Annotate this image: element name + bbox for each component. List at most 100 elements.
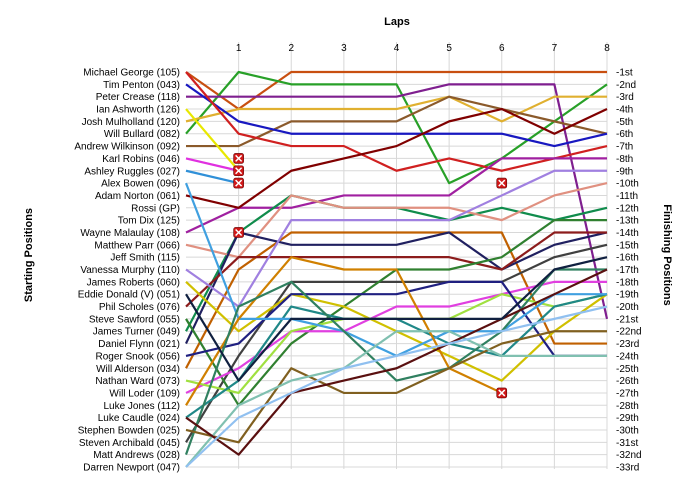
finishing-position-label: -8th xyxy=(616,154,633,165)
starting-position-label: Eddie Donald (V) (051) xyxy=(78,290,180,301)
starting-position-label: James Roberts (060) xyxy=(87,277,180,288)
finishing-position-label: -25th xyxy=(616,364,639,375)
retirement-marks xyxy=(233,153,508,399)
finishing-position-label: -23rd xyxy=(616,339,639,350)
starting-position-label: Tom Dix (125) xyxy=(118,216,180,227)
x-tick-label: 1 xyxy=(236,43,242,54)
finishing-position-label: -30th xyxy=(616,425,639,436)
starting-position-label: Jeff Smith (115) xyxy=(110,253,180,264)
starting-position-label: Adam Norton (061) xyxy=(95,191,180,202)
finishing-position-label: -17th xyxy=(616,265,639,276)
starting-position-label: Rossi (GP) xyxy=(131,203,180,214)
starting-position-label: Andrew Wilkinson (092) xyxy=(74,142,180,153)
x-tick-label: 2 xyxy=(288,43,294,54)
starting-position-label: Ian Ashworth (126) xyxy=(96,105,180,116)
series-line-32 xyxy=(185,256,608,382)
series-line-17 xyxy=(185,231,607,308)
starting-position-label: Darren Newport (047) xyxy=(83,463,180,474)
series-line-28 xyxy=(184,268,607,456)
retirement-mark xyxy=(233,227,244,238)
starting-position-label: Stephen Bowden (025) xyxy=(78,425,180,436)
x-tick-label: 3 xyxy=(341,43,347,54)
starting-position-label: Ashley Ruggles (027) xyxy=(84,166,180,177)
grid xyxy=(186,42,608,469)
finishing-position-label: -12th xyxy=(616,203,639,214)
finishing-position-label: -9th xyxy=(616,166,633,177)
starting-position-label: Steve Sawford (055) xyxy=(89,314,180,325)
starting-position-label: Matthew Parr (066) xyxy=(94,240,180,251)
x-tick-labels: 1 2 3 4 5 6 7 8 xyxy=(236,43,610,54)
finishing-position-label: -32nd xyxy=(616,450,642,461)
series-line-12 xyxy=(185,107,608,209)
starting-position-label: Vanessa Murphy (110) xyxy=(80,265,180,276)
finishing-position-label: -16th xyxy=(616,253,639,264)
finishing-position-label: -28th xyxy=(616,401,639,412)
starting-position-label: Roger Snook (056) xyxy=(96,351,181,362)
starting-position-label: Phil Scholes (076) xyxy=(99,302,180,313)
starting-position-label: Will Alderson (034) xyxy=(96,364,180,375)
finishing-position-label: -1st xyxy=(616,68,633,79)
series-line-7 xyxy=(185,71,608,172)
finishing-position-label: -18th xyxy=(616,277,639,288)
starting-position-label: Wayne Malaulay (108) xyxy=(80,228,180,239)
starting-position-label: Tim Penton (043) xyxy=(103,80,180,91)
starting-position-label: Josh Mulholland (120) xyxy=(82,117,180,128)
starting-position-label: Steven Archibald (045) xyxy=(79,438,180,449)
finishing-position-label: -27th xyxy=(616,388,639,399)
finishing-position-label: -21st xyxy=(616,314,638,325)
starting-position-label: Matt Andrews (028) xyxy=(93,450,180,461)
finishing-position-label: -3rd xyxy=(616,92,634,103)
starting-labels: Michael George (105)Tim Penton (043)Pete… xyxy=(74,68,180,474)
series-line-24 xyxy=(185,280,607,358)
finishing-position-label: -24th xyxy=(616,351,639,362)
retirement-mark xyxy=(233,165,244,177)
starting-position-label: Peter Crease (118) xyxy=(96,92,180,103)
finishing-position-label: -13th xyxy=(616,216,639,227)
starting-position-label: James Turner (049) xyxy=(93,327,180,338)
series-line-9 xyxy=(185,108,240,172)
finishing-position-label: -31st xyxy=(616,438,638,449)
finishing-position-label: -6th xyxy=(616,129,633,140)
starting-position-label: Will Bullard (082) xyxy=(104,129,180,140)
retirement-mark xyxy=(233,177,244,189)
series-line-8 xyxy=(185,157,239,172)
y-axis-title-left: Starting Positions xyxy=(23,208,35,302)
finishing-position-label: -11th xyxy=(616,191,638,202)
finishing-position-label: -22nd xyxy=(616,327,642,338)
finishing-position-label: -33rd xyxy=(616,463,639,474)
series-line-10 xyxy=(185,169,239,185)
y-axis-title-right: Finishing Positions xyxy=(661,204,673,305)
series-line-3 xyxy=(186,83,609,320)
finishing-position-label: -10th xyxy=(616,179,639,190)
finishing-position-label: -26th xyxy=(616,376,639,387)
x-tick-label: 4 xyxy=(394,43,400,54)
series-line-31 xyxy=(185,268,608,456)
x-tick-label: 6 xyxy=(499,43,505,54)
series-line-4 xyxy=(185,95,607,123)
series-line-11 xyxy=(185,157,607,234)
series-line-6 xyxy=(185,83,608,148)
starting-position-label: Will Loder (109) xyxy=(109,388,180,399)
retirement-mark xyxy=(496,387,508,399)
starting-position-label: Alex Bowen (096) xyxy=(101,179,180,190)
starting-position-label: Michael George (105) xyxy=(83,68,180,79)
series-line-2 xyxy=(185,70,608,185)
finishing-position-label: -20th xyxy=(616,302,639,313)
starting-position-label: Daniel Flynn (021) xyxy=(98,339,180,350)
starting-position-label: Nathan Ward (073) xyxy=(95,376,180,387)
x-tick-label: 5 xyxy=(446,43,452,54)
series-line-16 xyxy=(185,231,608,345)
series-line-29 xyxy=(185,330,607,444)
retirement-mark xyxy=(496,177,508,189)
series-line-18 xyxy=(185,169,607,308)
finishing-labels: -1st-2nd-3rd -4th-5th-6th -7th-8th-9th -10t… xyxy=(616,68,642,474)
finishing-position-label: -19th xyxy=(616,290,639,301)
x-tick-label: 7 xyxy=(552,43,558,54)
finishing-position-label: -29th xyxy=(616,413,639,424)
x-tick-label: 8 xyxy=(604,43,610,54)
finishing-position-label: -5th xyxy=(616,117,633,128)
finishing-position-label: -4th xyxy=(616,105,633,116)
series-line-30 xyxy=(185,330,607,468)
series-line-33 xyxy=(185,305,608,468)
